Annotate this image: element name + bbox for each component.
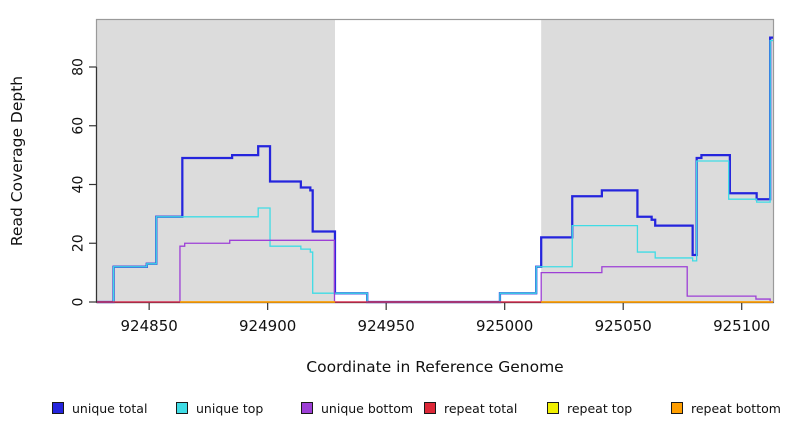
- legend-swatch: [176, 402, 188, 414]
- x-axis-title: Coordinate in Reference Genome: [306, 358, 564, 376]
- highlight-region: [97, 20, 335, 302]
- y-tick-label: 0: [71, 298, 87, 307]
- legend-swatch: [52, 402, 64, 414]
- y-tick-label: 80: [71, 58, 87, 76]
- legend-swatch: [301, 402, 313, 414]
- legend-item-unique-top: unique top: [176, 399, 263, 417]
- y-tick-label: 60: [71, 117, 87, 135]
- x-tick-label: 925000: [476, 317, 533, 335]
- x-tick-label: 925050: [595, 317, 652, 335]
- legend: unique total unique top unique bottom repea…: [0, 399, 792, 421]
- legend-item-repeat-total: repeat total: [424, 399, 517, 417]
- legend-label: repeat top: [567, 400, 633, 416]
- y-tick-label: 40: [71, 176, 87, 194]
- series-unique-top: [97, 39, 773, 303]
- x-tick-label: 924900: [239, 317, 296, 335]
- legend-item-repeat-top: repeat top: [547, 399, 632, 417]
- x-tick-label: 924850: [121, 317, 178, 335]
- x-tick-label: 925100: [713, 317, 770, 335]
- series-unique-bottom: [97, 239, 773, 303]
- legend-item-unique-total: unique total: [52, 399, 147, 417]
- legend-swatch: [424, 402, 436, 414]
- legend-swatch: [671, 402, 683, 414]
- legend-label: unique total: [72, 400, 148, 416]
- legend-label: repeat total: [444, 400, 518, 416]
- y-axis-title: Read Coverage Depth: [8, 75, 26, 247]
- plot-svg: 0 20 40 60 80 924850 924900 924950 925000 925050 9…: [71, 18, 775, 335]
- legend-label: unique top: [196, 400, 264, 416]
- legend-label: unique bottom: [321, 400, 414, 416]
- legend-item-repeat-bottom: repeat bottom: [671, 399, 781, 417]
- highlight-region: [541, 20, 773, 302]
- legend-item-unique-bottom: unique bottom: [301, 399, 413, 417]
- x-tick-label: 924950: [358, 317, 415, 335]
- legend-label: repeat bottom: [691, 400, 781, 416]
- y-tick-label: 20: [71, 234, 87, 252]
- legend-swatch: [547, 402, 559, 414]
